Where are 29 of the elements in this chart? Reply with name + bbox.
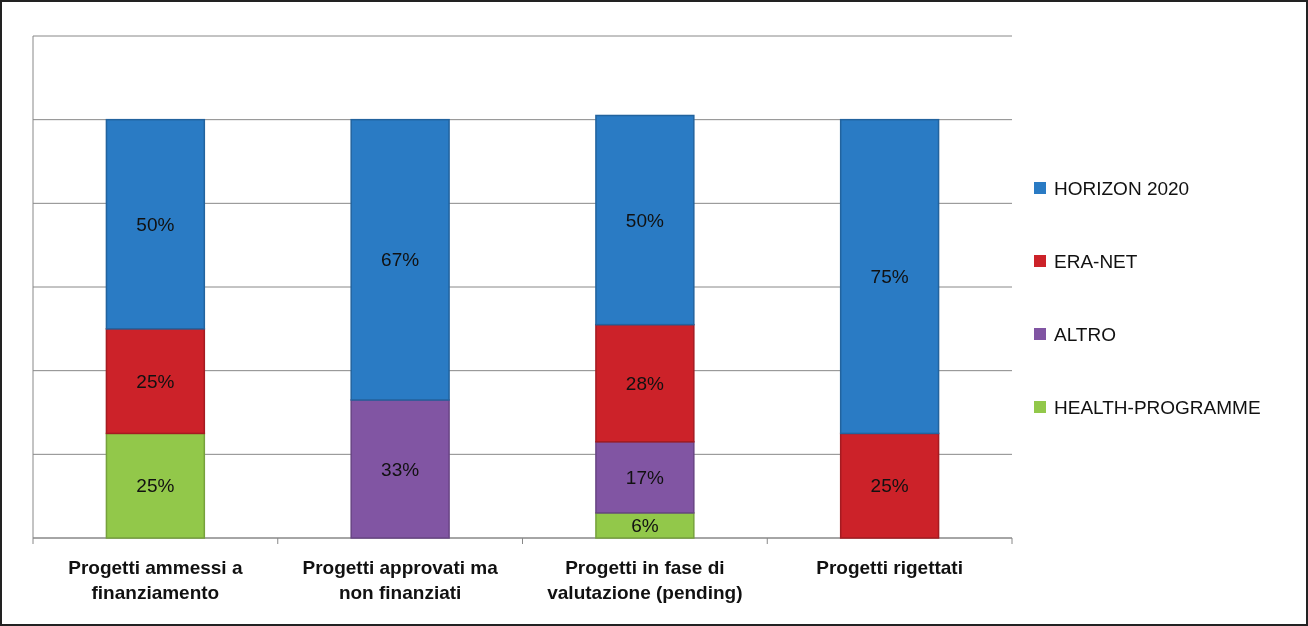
- bar: [105, 328, 206, 435]
- data-label: 50%: [136, 213, 175, 235]
- data-label: 25%: [136, 370, 175, 392]
- data-label: 17%: [625, 466, 664, 488]
- x-tick-label: Progetti in fase di valutazione (pending): [547, 557, 743, 603]
- legend-label: ALTRO: [1054, 323, 1116, 345]
- data-label: 33%: [381, 458, 420, 480]
- x-tick-label: Progetti ammessi a finanziamento: [68, 557, 243, 603]
- legend-label: ERA-NET: [1054, 250, 1138, 272]
- legend-label: HORIZON 2020: [1054, 177, 1190, 199]
- data-label: 28%: [625, 372, 664, 394]
- data-label: 6%: [631, 515, 659, 537]
- bar: [595, 114, 695, 326]
- bar: [839, 432, 940, 539]
- bar: [839, 118, 940, 435]
- bar: [595, 323, 695, 443]
- data-label: 50%: [625, 209, 664, 231]
- bar: [105, 118, 206, 330]
- bar: [105, 432, 206, 539]
- bar: [350, 118, 450, 401]
- x-tick-label: Progetti approvati ma non finanziati: [302, 557, 499, 603]
- legend-label: HEALTH-PROGRAMME: [1054, 396, 1261, 418]
- data-label: 67%: [381, 249, 420, 271]
- bar: [595, 441, 695, 514]
- data-label: 25%: [870, 475, 909, 497]
- data-label: 75%: [870, 266, 909, 288]
- bar: [350, 399, 450, 539]
- data-label: 25%: [136, 475, 175, 497]
- x-tick-label: Progetti rigettati: [816, 557, 963, 578]
